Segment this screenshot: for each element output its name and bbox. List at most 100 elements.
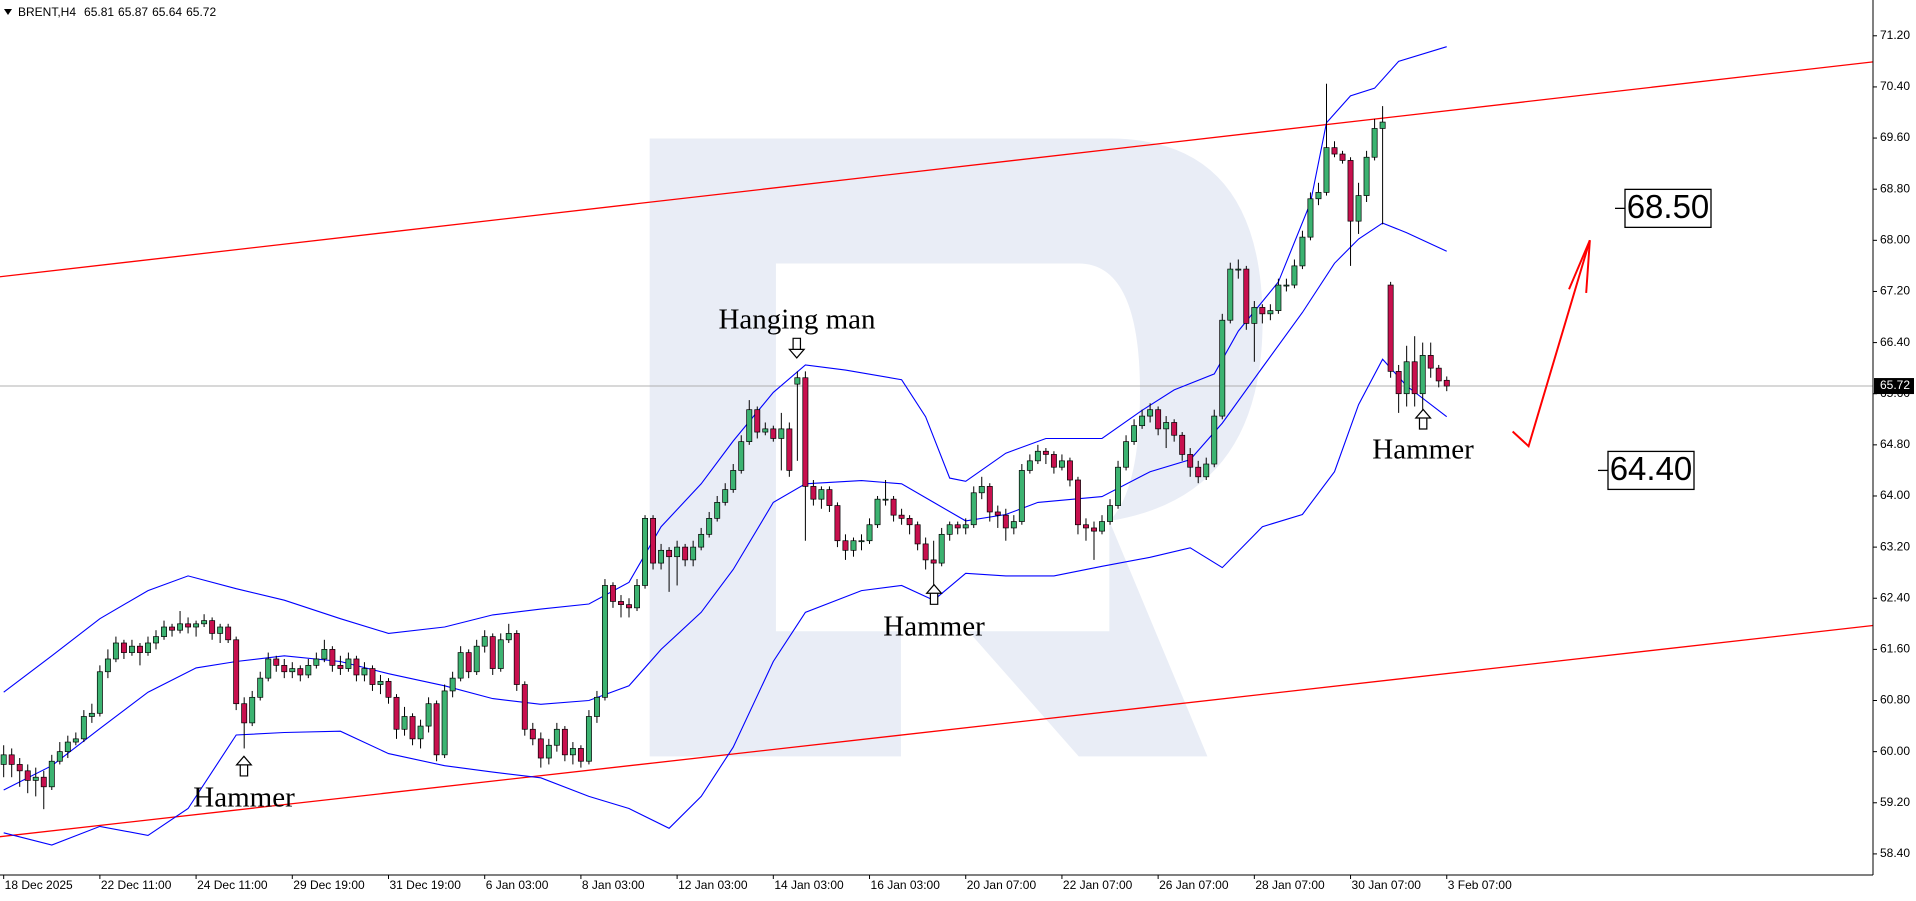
candle-body xyxy=(80,716,87,740)
candle-body xyxy=(1435,367,1442,382)
high-value: 65.87 xyxy=(118,5,148,19)
candle-body xyxy=(96,671,103,714)
candle-body xyxy=(1026,460,1033,471)
candle-body xyxy=(1419,355,1426,395)
candle-body xyxy=(1211,415,1218,465)
candle-body xyxy=(24,770,31,781)
x-tick-label: 3 Feb 07:00 xyxy=(1448,878,1512,892)
candle-body xyxy=(1315,192,1322,200)
header-text: BRENT,H4 65.81 65.87 65.64 65.72 xyxy=(18,5,216,19)
y-tick-label: 69.60 xyxy=(1880,130,1910,144)
arrow-up xyxy=(925,583,943,605)
x-tick-label: 22 Dec 11:00 xyxy=(101,878,172,892)
candle-body xyxy=(1131,425,1138,443)
x-tick-label: 30 Jan 07:00 xyxy=(1352,878,1422,892)
candle-body xyxy=(577,748,584,762)
candle-body xyxy=(1066,460,1073,481)
candle-body xyxy=(16,764,23,772)
candle-body xyxy=(473,645,480,673)
candle-body xyxy=(626,604,632,609)
x-tick-label: 16 Jan 03:00 xyxy=(871,878,941,892)
candle-body xyxy=(1427,355,1434,369)
y-tick-label: 61.60 xyxy=(1880,642,1910,656)
candle-body xyxy=(1267,310,1274,315)
candle-body xyxy=(433,703,440,756)
candle-body xyxy=(650,518,657,564)
candle-body xyxy=(8,754,15,765)
y-tick-label: 68.80 xyxy=(1880,181,1910,195)
candle-body xyxy=(169,626,175,631)
level-label: 64.40 xyxy=(1610,450,1693,487)
y-tick-label: 63.20 xyxy=(1880,539,1910,553)
candle-body xyxy=(521,684,528,730)
y-tick-label: 68.00 xyxy=(1880,232,1910,246)
level-box xyxy=(1607,450,1695,491)
x-tick-label: 14 Jan 03:00 xyxy=(774,878,844,892)
arrow-up xyxy=(1414,408,1432,430)
candle-body xyxy=(1042,450,1049,455)
y-tick-label: 60.80 xyxy=(1880,693,1910,707)
last-price-box xyxy=(1874,378,1914,395)
x-tick-label: 6 Jan 03:00 xyxy=(486,878,549,892)
candle-body xyxy=(0,754,7,765)
candle-body xyxy=(185,623,192,628)
candle-body xyxy=(946,524,953,535)
level-box xyxy=(1624,188,1712,229)
channel-line xyxy=(0,61,1873,278)
candle-body xyxy=(401,716,408,730)
candle-body xyxy=(1163,422,1170,430)
header: BRENT,H4 65.81 65.87 65.64 65.72 xyxy=(4,5,216,19)
candle-body xyxy=(1099,521,1105,532)
candle-body xyxy=(177,623,184,631)
candle-body xyxy=(786,428,793,471)
candle-body xyxy=(1187,454,1194,468)
candle-body xyxy=(353,658,360,676)
candle-body xyxy=(409,716,416,740)
candle-body xyxy=(1355,195,1362,222)
candle-body xyxy=(818,489,825,500)
candle-body xyxy=(88,712,95,717)
y-tick-label: 67.20 xyxy=(1880,284,1910,298)
y-tick-label: 71.20 xyxy=(1880,28,1910,42)
header-triangle xyxy=(4,9,12,15)
candle-body xyxy=(225,626,232,641)
candle-body xyxy=(345,658,352,669)
candle-body xyxy=(569,748,576,756)
candle-body xyxy=(1275,284,1282,311)
candle-body xyxy=(1371,128,1378,158)
y-tick-label: 58.40 xyxy=(1880,846,1910,860)
candle-body xyxy=(289,668,296,673)
candle-body xyxy=(329,649,336,666)
candle-body xyxy=(722,489,729,503)
candle-body xyxy=(377,680,384,685)
candle-body xyxy=(545,744,552,759)
candle-body xyxy=(986,486,993,513)
candle-body xyxy=(1339,153,1346,161)
candle-body xyxy=(465,652,472,673)
candle-body xyxy=(642,518,648,586)
candle-body xyxy=(1235,268,1242,271)
candle-body xyxy=(1139,415,1146,427)
candle-body xyxy=(129,645,135,653)
candle-body xyxy=(714,502,721,519)
candle-body xyxy=(810,486,817,500)
candle-body xyxy=(1195,466,1202,478)
candle-body xyxy=(698,533,705,548)
y-tick-label: 60.00 xyxy=(1880,744,1910,758)
y-tick-label: 66.40 xyxy=(1880,335,1910,349)
arrow-down xyxy=(788,337,806,359)
candle-body xyxy=(281,665,288,673)
last-price-label: 65.72 xyxy=(1880,378,1910,392)
candle-body xyxy=(954,524,961,529)
candle-body xyxy=(1299,236,1306,267)
candle-body xyxy=(1219,319,1226,417)
candle-body xyxy=(858,540,865,543)
candle-body xyxy=(112,642,119,660)
candle-body xyxy=(233,639,240,705)
candle-body xyxy=(1379,121,1386,129)
candle-body xyxy=(393,696,400,730)
forecast-arrow xyxy=(1511,239,1591,448)
candle-body xyxy=(970,492,977,526)
y-tick-label: 64.00 xyxy=(1880,488,1910,502)
